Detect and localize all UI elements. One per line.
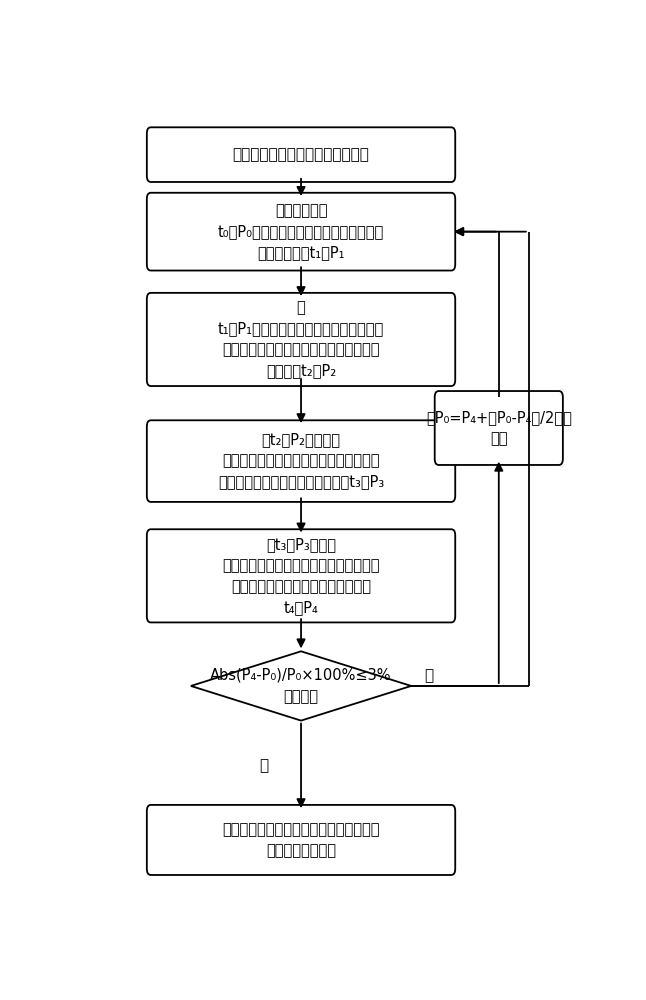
Polygon shape	[191, 651, 411, 721]
Text: 将t₂与P₂作为压缩
过程压力计算初始条件，模拟计算压缩过
程压力变化趋势，获得结束时刻的t₃与P₃: 将t₂与P₂作为压缩 过程压力计算初始条件，模拟计算压缩过 程压力变化趋势，获得…	[218, 433, 384, 490]
FancyBboxPatch shape	[147, 529, 455, 622]
Text: 设定初始条件
t₀与P₀，模拟计算膨胀过程压力曲线，获
得结束时刻的t₁与P₁: 设定初始条件 t₀与P₀，模拟计算膨胀过程压力曲线，获 得结束时刻的t₁与P₁	[218, 203, 384, 260]
Text: 准备求解数值模型需要的相关参数: 准备求解数值模型需要的相关参数	[233, 147, 370, 162]
Text: 取P₀=P₄+（P₀-P₄）/2代入
计算: 取P₀=P₄+（P₀-P₄）/2代入 计算	[426, 410, 572, 446]
Text: 忽略误差结束计算，根据模拟的压力获得
气缸压力变化曲线: 忽略误差结束计算，根据模拟的压力获得 气缸压力变化曲线	[222, 822, 380, 858]
Text: 否: 否	[424, 668, 433, 683]
FancyBboxPatch shape	[147, 420, 455, 502]
FancyBboxPatch shape	[147, 293, 455, 386]
Text: Abs(P₄-P₀)/P₀×100%≤3%
是或否？: Abs(P₄-P₀)/P₀×100%≤3% 是或否？	[211, 667, 391, 705]
Text: 将t₃与P₃作为排
气过程压力计算初始条件，模拟计算排气
过程压力变化趋势，获得结束时刻的
t₄与P₄: 将t₃与P₃作为排 气过程压力计算初始条件，模拟计算排气 过程压力变化趋势，获得…	[222, 537, 380, 615]
Text: 将
t₁与P₁作为吸气过程压力计算初始条件，
模拟计算吸气过程压力变化趋势，获得结
束时刻的t₂与P₂: 将 t₁与P₁作为吸气过程压力计算初始条件， 模拟计算吸气过程压力变化趋势，获得…	[218, 300, 384, 378]
Text: 是: 是	[259, 758, 268, 773]
FancyBboxPatch shape	[147, 127, 455, 182]
FancyBboxPatch shape	[147, 805, 455, 875]
FancyBboxPatch shape	[147, 193, 455, 271]
FancyBboxPatch shape	[435, 391, 563, 465]
